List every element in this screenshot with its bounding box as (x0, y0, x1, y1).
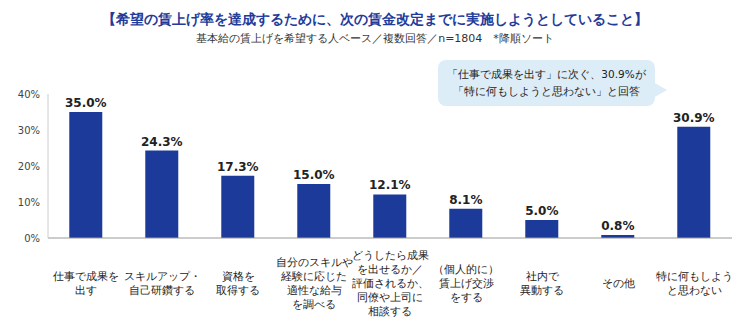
svg-text:自己研鑽する: 自己研鑽する (129, 284, 195, 297)
svg-text:と思わない: と思わない (667, 284, 722, 296)
svg-text:17.3%: 17.3% (217, 160, 259, 174)
svg-text:を調べる: を調べる (292, 298, 336, 310)
svg-text:8.1%: 8.1% (449, 193, 482, 207)
svg-text:20%: 20% (18, 161, 40, 172)
svg-text:経験に応じた: 経験に応じた (280, 270, 347, 282)
svg-text:特に何もしよう: 特に何もしよう (656, 270, 733, 283)
svg-text:0.8%: 0.8% (601, 219, 634, 233)
svg-text:15.0%: 15.0% (293, 168, 335, 182)
svg-text:を出せるか／: を出せるか／ (357, 263, 423, 275)
svg-text:適性な給与: 適性な給与 (287, 284, 342, 296)
svg-text:どうしたら成果: どうしたら成果 (352, 249, 429, 262)
svg-text:異動する: 異動する (520, 284, 564, 297)
svg-text:出す: 出す (75, 284, 97, 297)
svg-text:自分のスキルや: 自分のスキルや (276, 256, 353, 268)
svg-text:30.9%: 30.9% (673, 111, 715, 125)
html-text:「仕事で成果を出す」に次ぐ、30.9%が: 「仕事で成果を出す」に次ぐ、30.9%が (447, 68, 646, 80)
svg-text:をする: をする (450, 291, 483, 304)
html-text:基本給の賃上げを希望する人ベース／複数回答／n=1804 *: 基本給の賃上げを希望する人ベース／複数回答／n=1804 *降順ソート (196, 32, 554, 45)
svg-text:40%: 40% (18, 89, 40, 100)
svg-text:資格を: 資格を (222, 270, 255, 282)
svg-text:賃上げ交渉: 賃上げ交渉 (439, 277, 494, 290)
svg-text:スキルアップ・: スキルアップ・ (124, 270, 201, 282)
svg-text:評価されるか、: 評価されるか、 (352, 277, 429, 289)
svg-text:相談する: 相談する (368, 305, 412, 318)
svg-text:24.3%: 24.3% (141, 135, 183, 149)
svg-text:取得する: 取得する (216, 284, 260, 297)
svg-text:30%: 30% (18, 125, 40, 136)
svg-text:その他: その他 (602, 277, 635, 289)
html-text:「特に何もしようと思わない」と回答: 「特に何もしようと思わない」と回答 (453, 85, 640, 97)
svg-text:35.0%: 35.0% (65, 96, 107, 110)
svg-text:5.0%: 5.0% (525, 204, 558, 218)
html-text:【希望の賃上げ率を達成するために、次の賃金改定までに実施しよ: 【希望の賃上げ率を達成するために、次の賃金改定までに実施しようとしていること】 (102, 11, 648, 27)
svg-text:（個人的に）: （個人的に） (433, 263, 499, 275)
svg-text:同僚や上司に: 同僚や上司に (357, 291, 423, 303)
svg-text:仕事で成果を: 仕事で成果を (53, 270, 119, 282)
svg-text:0%: 0% (24, 233, 40, 244)
svg-text:10%: 10% (18, 197, 40, 208)
svg-text:社内で: 社内で (526, 270, 560, 282)
svg-text:12.1%: 12.1% (369, 178, 411, 192)
